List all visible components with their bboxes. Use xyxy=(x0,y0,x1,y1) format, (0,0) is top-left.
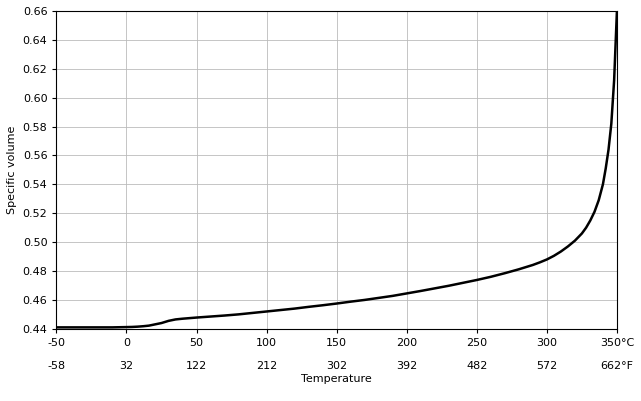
X-axis label: Temperature: Temperature xyxy=(301,374,372,384)
Y-axis label: Specific volume: Specific volume xyxy=(7,126,17,214)
